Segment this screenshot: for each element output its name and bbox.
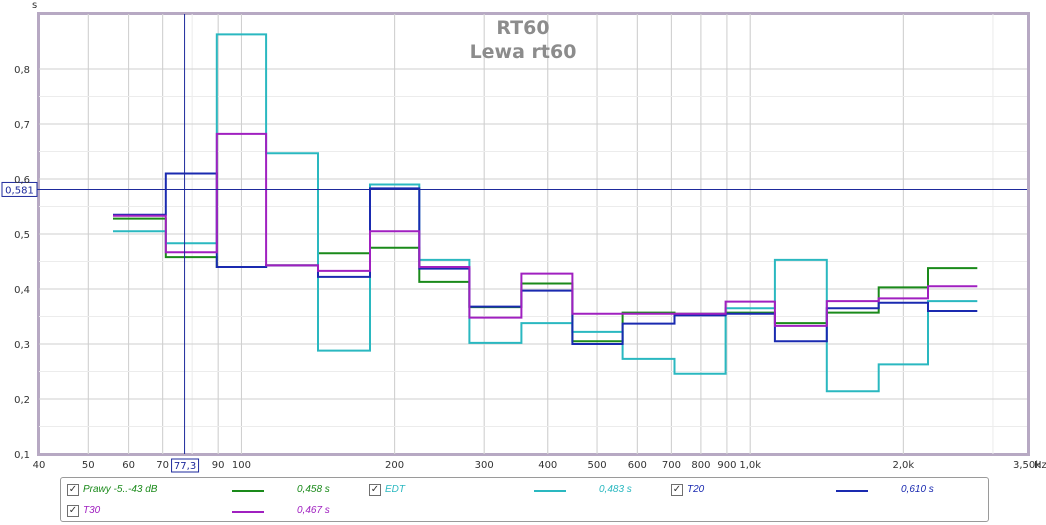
y-tick-label: 0,8	[14, 65, 30, 76]
y-tick-label: 0,4	[14, 285, 30, 296]
x-tick-label: 100	[232, 460, 251, 471]
x-tick-label: 40	[33, 460, 46, 471]
checkbox-t20[interactable]: ✓	[671, 484, 683, 496]
x-tick-label: 50	[82, 460, 95, 471]
legend-label-t20: T20	[687, 484, 705, 495]
x-tick-label: 700	[662, 460, 681, 471]
legend-value-edt: 0,483 s	[599, 484, 632, 495]
y-tick-label: 0,3	[14, 340, 30, 351]
x-tick-label: 900	[717, 460, 736, 471]
cursor-x-readout: 77,3	[174, 461, 196, 472]
checkbox-edt[interactable]: ✓	[369, 484, 381, 496]
y-tick-label: 0,1	[14, 450, 30, 461]
x-tick-label: 3,50k	[1013, 460, 1041, 471]
axis-labels: 40 50 60 70 90 100 200 300 400 500 600 700 800 900 1,0…	[14, 65, 1041, 471]
legend-swatch-t20	[836, 490, 868, 492]
legend-item-t30[interactable]: ✓ T30 0,467 s	[67, 502, 357, 520]
x-tick-label: 200	[385, 460, 404, 471]
cursor-y-readout-box	[1, 181, 38, 197]
legend-value-prawy: 0,458 s	[297, 484, 330, 495]
y-tick-label: 0,6	[14, 175, 30, 186]
legend-label-edt: EDT	[385, 484, 405, 495]
grid-lines	[39, 14, 1027, 454]
x-tick-label: 60	[122, 460, 135, 471]
legend-item-t20[interactable]: ✓ T20 0,610 s	[671, 481, 971, 499]
legend-label-t30: T30	[83, 505, 101, 516]
checkbox-t30[interactable]: ✓	[67, 505, 79, 517]
x-tick-label: 300	[475, 460, 494, 471]
checkbox-prawy[interactable]: ✓	[67, 484, 79, 496]
chart-title: RT60	[496, 17, 549, 39]
legend-label-prawy: Prawy -5..-43 dB	[83, 484, 158, 495]
series-lines	[113, 33, 978, 393]
x-tick-label: 400	[538, 460, 557, 471]
legend-swatch-edt	[534, 490, 566, 492]
x-tick-label: 1,0k	[739, 460, 761, 471]
x-unit-label: Hz	[1034, 460, 1046, 471]
x-tick-label: 800	[691, 460, 710, 471]
y-unit-label: s	[32, 0, 37, 11]
series-line-t30	[113, 132, 978, 327]
legend-value-t20: 0,610 s	[901, 484, 934, 495]
x-tick-label: 2,0k	[893, 460, 915, 471]
chart-subtitle: Lewa rt60	[470, 41, 577, 63]
cursor-x-readout-box	[171, 458, 200, 473]
legend-item-edt[interactable]: ✓ EDT 0,483 s	[369, 481, 659, 499]
legend-value-t30: 0,467 s	[297, 505, 330, 516]
legend: ✓ Prawy -5..-43 dB 0,458 s ✓ EDT 0,483 s…	[60, 477, 989, 522]
legend-swatch-prawy	[232, 490, 264, 492]
y-tick-label: 0,7	[14, 120, 30, 131]
cursor[interactable]: 0,581 77,3	[1, 14, 1027, 473]
x-tick-label: 70	[156, 460, 169, 471]
y-tick-label: 0,2	[14, 395, 30, 406]
y-tick-label: 0,5	[14, 230, 30, 241]
x-tick-label: 500	[588, 460, 607, 471]
legend-item-prawy[interactable]: ✓ Prawy -5..-43 dB 0,458 s	[67, 481, 357, 499]
x-tick-label: 90	[212, 460, 225, 471]
cursor-y-readout: 0,581	[5, 185, 34, 196]
legend-swatch-t30	[232, 511, 264, 513]
x-tick-label: 600	[628, 460, 647, 471]
